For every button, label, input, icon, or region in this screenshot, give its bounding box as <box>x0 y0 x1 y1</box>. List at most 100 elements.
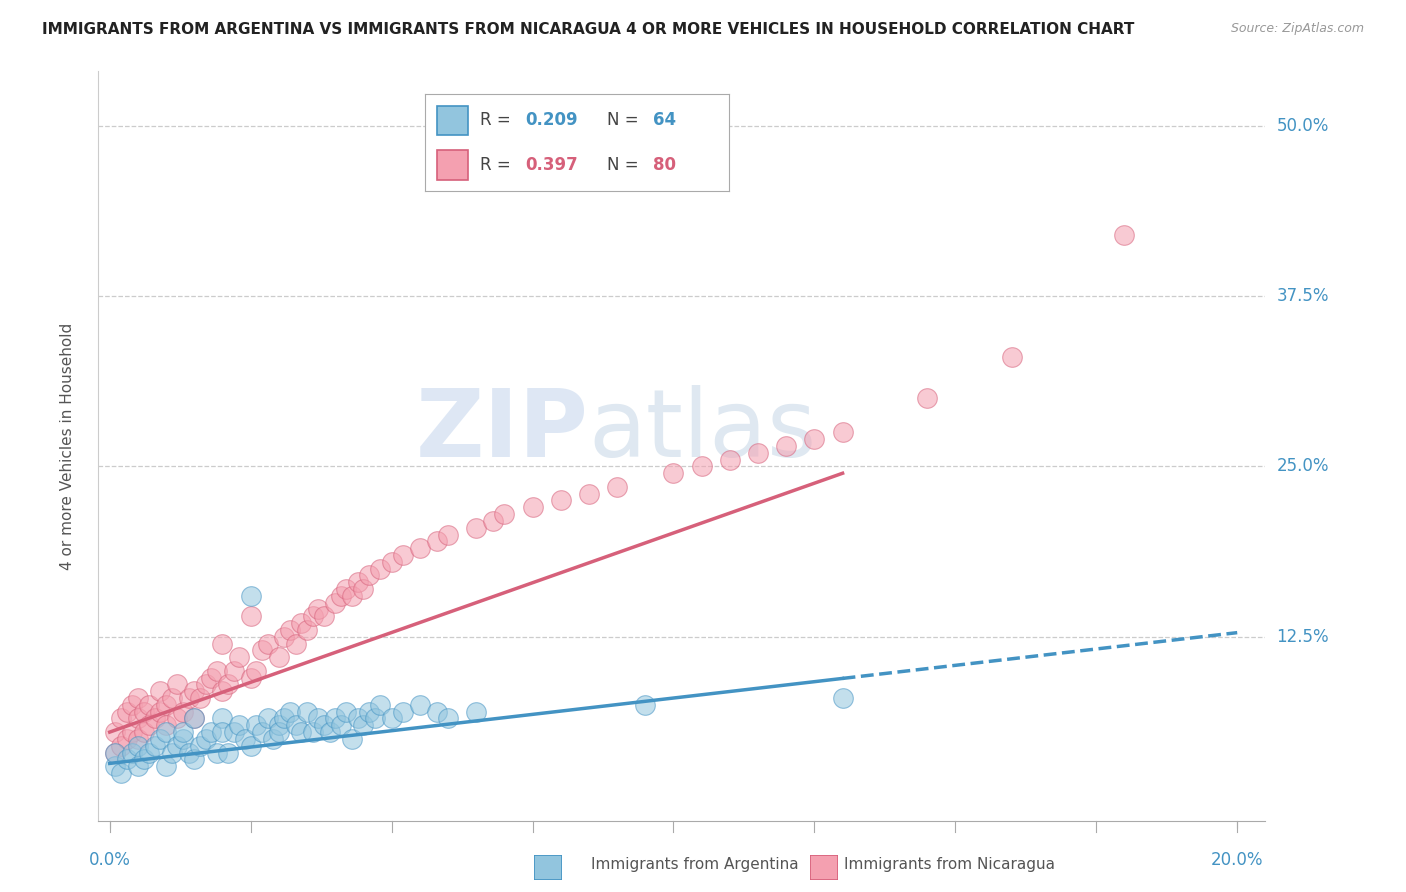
Point <box>409 698 432 712</box>
Point <box>250 725 273 739</box>
Point <box>357 568 380 582</box>
FancyBboxPatch shape <box>534 855 562 880</box>
Point <box>228 718 250 732</box>
Point <box>211 636 233 650</box>
Point <box>104 746 127 760</box>
Point <box>138 698 160 712</box>
Point <box>718 452 741 467</box>
Point <box>245 664 267 678</box>
Point <box>278 705 301 719</box>
Point <box>301 725 323 739</box>
Point <box>392 548 415 562</box>
Point <box>172 731 194 746</box>
Point <box>550 493 572 508</box>
Point <box>104 725 127 739</box>
Point <box>267 718 290 732</box>
Point <box>831 691 853 706</box>
Point <box>217 677 239 691</box>
Point <box>662 467 685 481</box>
Point <box>307 602 329 616</box>
Point <box>267 650 290 665</box>
Point <box>194 731 217 746</box>
Point <box>381 711 404 725</box>
Point <box>222 725 245 739</box>
Point <box>426 705 449 719</box>
Point <box>155 698 177 712</box>
Point <box>194 677 217 691</box>
Point <box>183 711 205 725</box>
Point <box>262 731 284 746</box>
Point <box>205 664 228 678</box>
Point <box>340 731 363 746</box>
Point <box>335 705 357 719</box>
Point <box>155 759 177 773</box>
Text: Immigrants from Argentina: Immigrants from Argentina <box>591 857 799 872</box>
Point <box>104 746 127 760</box>
Point <box>155 718 177 732</box>
Point <box>110 739 132 753</box>
Text: 37.5%: 37.5% <box>1277 287 1329 305</box>
Point <box>245 718 267 732</box>
Point <box>149 684 172 698</box>
Point <box>115 731 138 746</box>
Point <box>160 746 183 760</box>
Point <box>115 705 138 719</box>
Point <box>1114 227 1136 242</box>
Point <box>267 725 290 739</box>
Point <box>329 718 352 732</box>
Point <box>284 636 307 650</box>
Point <box>831 425 853 440</box>
Point <box>426 534 449 549</box>
Point <box>183 684 205 698</box>
Point <box>166 739 188 753</box>
Text: 0.0%: 0.0% <box>89 851 131 869</box>
Point <box>200 725 222 739</box>
Point <box>250 643 273 657</box>
Point <box>494 507 516 521</box>
Point <box>177 691 200 706</box>
Point <box>200 671 222 685</box>
Point <box>803 432 825 446</box>
Point <box>278 623 301 637</box>
Text: ZIP: ZIP <box>416 385 589 477</box>
Point <box>392 705 415 719</box>
Point <box>143 711 166 725</box>
Text: 20.0%: 20.0% <box>1211 851 1264 869</box>
Point <box>127 759 149 773</box>
Point <box>273 711 295 725</box>
Point <box>290 616 312 631</box>
Point <box>166 711 188 725</box>
Point <box>166 677 188 691</box>
Text: 12.5%: 12.5% <box>1277 628 1329 646</box>
Point <box>222 664 245 678</box>
Point <box>465 705 488 719</box>
Point <box>127 731 149 746</box>
Point <box>323 711 346 725</box>
Point <box>256 636 278 650</box>
Point <box>132 752 155 766</box>
Point <box>747 446 769 460</box>
Point <box>127 739 149 753</box>
Point <box>357 705 380 719</box>
Point <box>340 589 363 603</box>
Point <box>312 718 335 732</box>
Point <box>110 766 132 780</box>
Point <box>217 746 239 760</box>
FancyBboxPatch shape <box>810 855 838 880</box>
Point <box>211 684 233 698</box>
Point <box>409 541 432 556</box>
Point <box>335 582 357 596</box>
Point <box>239 739 262 753</box>
Point <box>437 527 460 541</box>
Point <box>205 746 228 760</box>
Point <box>346 575 368 590</box>
Point <box>127 691 149 706</box>
Point <box>256 711 278 725</box>
Text: IMMIGRANTS FROM ARGENTINA VS IMMIGRANTS FROM NICARAGUA 4 OR MORE VEHICLES IN HOU: IMMIGRANTS FROM ARGENTINA VS IMMIGRANTS … <box>42 22 1135 37</box>
Point <box>578 486 600 500</box>
Point <box>482 514 505 528</box>
Point <box>915 392 938 406</box>
Point <box>465 521 488 535</box>
Point <box>121 698 143 712</box>
Point <box>329 589 352 603</box>
